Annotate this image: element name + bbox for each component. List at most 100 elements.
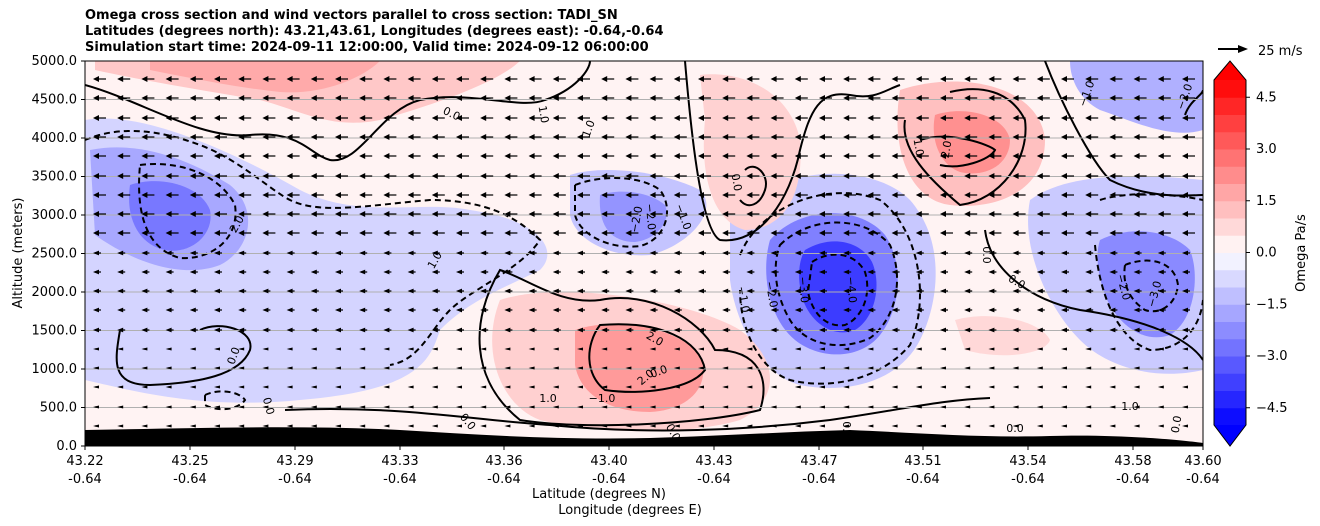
wind-vector-head xyxy=(1036,405,1043,409)
wind-vector-head xyxy=(189,366,196,370)
wind-vector-head xyxy=(189,347,196,351)
wind-vector-head xyxy=(1012,115,1019,121)
wind-vector-head xyxy=(940,385,946,389)
wind-vector-head xyxy=(867,250,874,256)
wind-vector-head xyxy=(601,424,608,428)
wind-vector-head xyxy=(262,95,269,101)
y-axis-label: Altitude (meters) xyxy=(11,198,26,309)
wind-vector-head xyxy=(117,424,124,428)
wind-vector-head xyxy=(407,366,414,370)
wind-vector-head xyxy=(141,347,148,351)
wind-vector-head xyxy=(1061,95,1067,101)
wind-vector-head xyxy=(456,347,462,351)
wind-vector-head xyxy=(189,230,196,236)
wind-vector-head xyxy=(431,211,438,217)
wind-vector-head xyxy=(1182,250,1188,256)
wind-vector-head xyxy=(359,288,366,294)
wind-vector-head xyxy=(1109,192,1116,198)
colorbar-swatch xyxy=(1214,114,1246,133)
wind-vector-head xyxy=(843,134,850,140)
wind-vector-head xyxy=(1036,347,1043,351)
colorbar-swatch xyxy=(1214,269,1246,288)
wind-vector-head xyxy=(1085,192,1092,198)
wind-vector-head xyxy=(359,424,366,428)
wind-vector-head xyxy=(431,76,438,82)
colorbar: 4.5 3.0 1.5 0.0 −1.5 −3.0 −4.5 Omega Pa/s xyxy=(1213,60,1309,447)
wind-vector-head xyxy=(262,250,269,256)
wind-vector-head xyxy=(504,250,511,256)
wind-vector-head xyxy=(891,76,898,82)
wind-vector-head xyxy=(649,385,656,389)
wind-vector-head xyxy=(383,288,390,294)
wind-vector-head xyxy=(577,366,583,370)
contour-line xyxy=(684,61,901,242)
wind-vector-head xyxy=(915,385,922,389)
contour-label: 1.0 xyxy=(580,118,598,139)
wind-vector-head xyxy=(988,424,995,428)
wind-vector-head xyxy=(310,95,317,101)
wind-vector-head xyxy=(843,76,850,82)
wind-vector-head xyxy=(431,269,438,275)
wind-vector-head xyxy=(93,250,99,256)
wind-vector-head xyxy=(1109,230,1116,236)
wind-vector-head xyxy=(746,385,753,389)
wind-vector-head xyxy=(238,405,245,409)
wind-vector-head xyxy=(93,192,99,198)
wind-vector-head xyxy=(141,192,148,198)
wind-vector-head xyxy=(794,347,801,351)
wind-vector-head xyxy=(238,327,245,333)
wind-vector-head xyxy=(335,405,341,409)
wind-vector-head xyxy=(915,405,922,409)
wind-vector-head xyxy=(189,134,196,140)
wind-vector-head xyxy=(794,288,801,294)
wind-vector-head xyxy=(746,211,753,217)
wind-vector-head xyxy=(940,173,946,179)
wind-vector-head xyxy=(722,173,729,179)
wind-vector-head xyxy=(988,288,995,294)
wind-vector-head xyxy=(214,424,220,428)
wind-vector-head xyxy=(335,192,341,198)
colorbar-swatch xyxy=(1214,183,1246,202)
wind-vector-head xyxy=(601,115,608,121)
contour-line-negative xyxy=(1123,259,1180,313)
wind-vector-head xyxy=(141,424,148,428)
wind-vector-head xyxy=(189,173,196,179)
wind-vector-head xyxy=(867,134,874,140)
wind-vector-head xyxy=(1036,230,1043,236)
wind-vector-head xyxy=(746,250,753,256)
wind-vector-head xyxy=(1133,76,1140,82)
wind-vector-head xyxy=(480,95,487,101)
wind-vector-head xyxy=(891,95,898,101)
wind-vector-head xyxy=(746,115,753,121)
wind-vector-head xyxy=(964,385,971,389)
wind-vector-head xyxy=(649,347,656,351)
wind-vector-head xyxy=(1036,153,1043,159)
wind-vector-head xyxy=(310,173,317,179)
wind-vector-head xyxy=(698,366,704,370)
wind-vector-head xyxy=(383,424,390,428)
wind-vector-head xyxy=(310,385,317,389)
wind-vector-head xyxy=(601,385,608,389)
y-tick-label: 1000.0 xyxy=(32,362,78,377)
wind-vector-head xyxy=(1085,424,1092,428)
wind-vector-head xyxy=(359,347,366,351)
wind-vector-head xyxy=(746,307,753,313)
y-tick-label: 4000.0 xyxy=(32,131,78,146)
wind-vector-head xyxy=(431,115,438,121)
wind-vector-head xyxy=(1133,405,1140,409)
wind-vector-head xyxy=(286,173,293,179)
wind-vector-head xyxy=(1012,269,1019,275)
wind-vector-head xyxy=(891,288,898,294)
wind-vector-head xyxy=(1182,424,1188,428)
wind-vector-head xyxy=(649,230,656,236)
wind-vector-head xyxy=(625,424,632,428)
wind-vector-head xyxy=(577,327,583,333)
wind-vector-head xyxy=(915,173,922,179)
wind-vector-head xyxy=(964,250,971,256)
wind-vector-head xyxy=(1012,230,1019,236)
wind-vector-head xyxy=(1036,424,1043,428)
wind-vector-head xyxy=(335,288,341,294)
wind-vector-head xyxy=(746,153,753,159)
wind-vector-head xyxy=(165,424,172,428)
wind-vector-head xyxy=(456,134,462,140)
